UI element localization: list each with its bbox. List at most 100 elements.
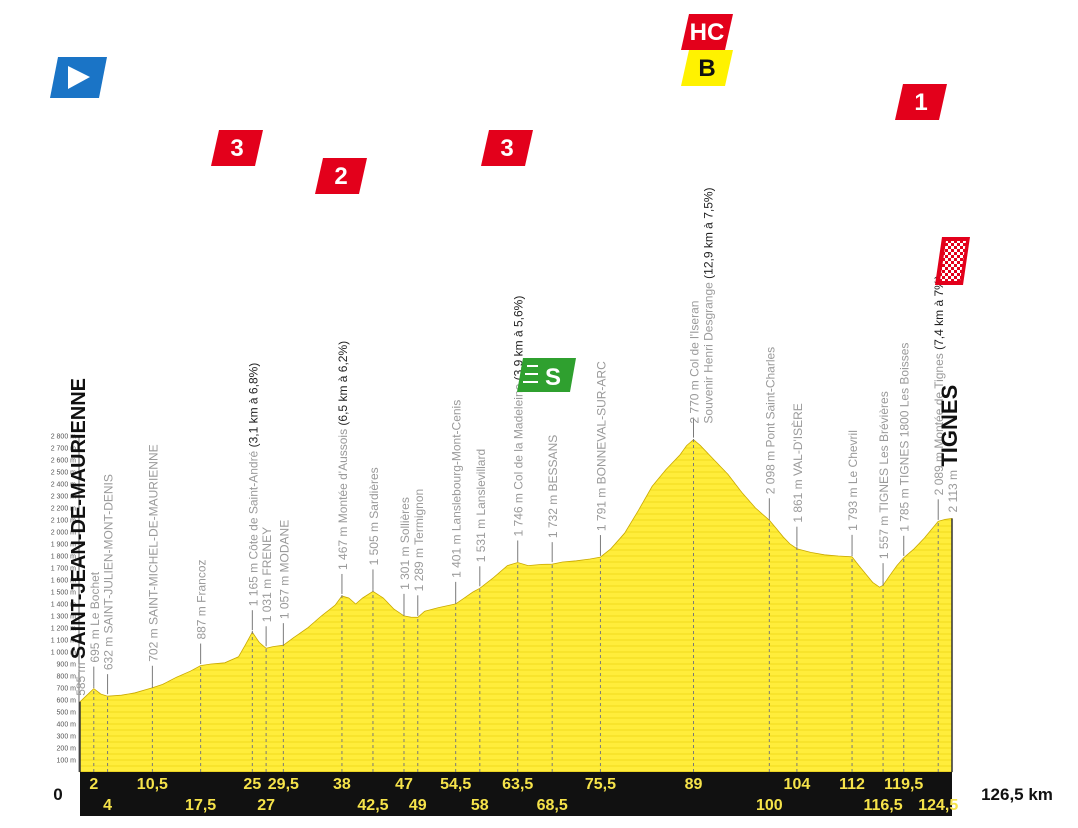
waypoint-label: Souvenir Henri Desgrange (12,9 km à 7,5%… — [702, 187, 716, 423]
waypoint-altitude: 1 401 m — [450, 535, 464, 578]
y-tick-label: 1 900 m — [51, 542, 76, 549]
km-label-bottom: 49 — [409, 797, 427, 814]
waypoint-label-group: 632 m SAINT-JULIEN-MONT-DENIS — [102, 474, 116, 670]
sprint-badge-label: S — [545, 364, 561, 391]
badge-shape — [315, 158, 367, 194]
waypoint-label: 1 732 m BESSANS — [546, 435, 560, 538]
waypoint-name: Sollières — [398, 497, 412, 543]
waypoint-altitude: 1 505 m — [367, 522, 381, 565]
waypoint-name: Lanslevillard — [474, 449, 488, 516]
waypoint-altitude: 887 m — [195, 606, 209, 639]
waypoint-label-group: 1 467 m Montée d'Aussois (6,5 km à 6,2%) — [336, 341, 350, 570]
profile-outline — [79, 439, 953, 773]
waypoint-name: TIGNES 1800 Les Boisses — [898, 343, 912, 486]
waypoint-label-group: 2 089 m Montée de Tignes (7,4 km à 7%) — [932, 275, 946, 495]
km-label-top: 89 — [685, 776, 703, 793]
waypoint-label-group: 1 732 m BESSANS — [546, 435, 560, 538]
waypoint-altitude: 1 467 m — [336, 527, 350, 570]
waypoint-climb-detail: (3,9 km à 5,6%) — [512, 296, 526, 381]
waypoint-label: 1 165 m Côte de Saint-André (3,1 km à 6,… — [246, 363, 260, 606]
km-label-bottom: 58 — [471, 797, 489, 814]
waypoint-name: TIGNES Les Brévières — [877, 391, 891, 512]
finish-flag-icon — [935, 237, 970, 285]
waypoint-altitude: 1 732 m — [546, 495, 560, 538]
waypoint-label: 702 m SAINT-MICHEL-DE-MAURIENNE — [146, 444, 160, 661]
badge-label: B — [698, 55, 715, 82]
waypoint-label-group: 2 770 m Col de l'Iseran — [688, 301, 702, 424]
y-tick-label: 2 800 m — [51, 434, 76, 441]
waypoint-altitude: 1 165 m — [246, 563, 260, 606]
waypoint-name: Le Bochet — [88, 571, 102, 626]
waypoint-label: 585 m SAINT-JEAN-DE-MAURIENNE — [68, 378, 90, 696]
km-label-top: 63,5 — [502, 776, 533, 793]
waypoint-label: 1 289 m Termignon — [412, 489, 426, 592]
y-tick-label: 600 m — [57, 698, 77, 705]
climb-badge-category: 3 — [481, 130, 533, 166]
waypoint-climb-detail: (6,5 km à 6,2%) — [336, 341, 350, 426]
waypoint-label-group: 702 m SAINT-MICHEL-DE-MAURIENNE — [146, 444, 160, 661]
km-label-top: 10,5 — [137, 776, 168, 793]
start-flag-icon — [50, 57, 107, 98]
waypoint-altitude: 1 557 m — [877, 516, 891, 559]
y-tick-label: 1 700 m — [51, 566, 76, 573]
finish-flag-checker — [940, 241, 966, 281]
climb-badge-category: 3 — [211, 130, 263, 166]
waypoint-altitude: 632 m — [102, 637, 116, 670]
waypoint-altitude: 1 861 m — [791, 479, 805, 522]
waypoint-label-group: 1 165 m Côte de Saint-André (3,1 km à 6,… — [246, 363, 260, 606]
y-tick-label: 2 200 m — [51, 506, 76, 513]
end-km-label: 126,5 km — [981, 785, 1053, 804]
waypoint-label: 695 m Le Bochet — [88, 571, 102, 662]
waypoint-name: SAINT-JEAN-DE-MAURIENNE — [68, 378, 90, 659]
y-tick-label: 500 m — [57, 710, 77, 717]
km-label-top: 119,5 — [884, 776, 923, 793]
waypoint-label-group: 1 785 m TIGNES 1800 Les Boisses — [898, 343, 912, 532]
waypoint-label: 1 401 m Lanslebourg-Mont-Cenis — [450, 400, 464, 578]
km-bar-background — [80, 772, 952, 816]
waypoint-altitude: 1 057 m — [277, 576, 291, 619]
waypoint-label: 2 113 m TIGNES — [937, 385, 962, 513]
waypoint-label: 1 557 m TIGNES Les Brévières — [877, 391, 891, 559]
waypoint-name: Le Chevril — [846, 430, 860, 484]
waypoint-name: BONNEVAL-SUR-ARC — [594, 361, 608, 484]
km-bar: 2 10,5 25 29,5 38 47 54,5 63,5 75,5 89 104 112 119,5… — [53, 772, 1053, 816]
waypoint-label-group: 1 557 m TIGNES Les Brévières — [877, 391, 891, 559]
waypoint-altitude: 1 793 m — [846, 487, 860, 530]
km-label-top: 104 — [784, 776, 811, 793]
badge-label: 3 — [500, 135, 513, 162]
y-tick-label: 400 m — [57, 722, 77, 729]
waypoint-name: Montée d'Aussois — [336, 429, 350, 523]
waypoint-label-group: 1 301 m Sollières — [398, 497, 412, 590]
climb-badges: 3 2 3 HC B 1 S — [50, 14, 970, 392]
km-label-top: 112 — [839, 776, 865, 793]
y-tick-label: 900 m — [57, 662, 77, 669]
climb-badge-bonus: B — [681, 50, 733, 86]
waypoint-name: Col de l'Iseran — [688, 301, 702, 377]
badge-shape — [681, 14, 733, 50]
y-tick-label: 800 m — [57, 674, 77, 681]
waypoint-name: Pont Saint-Charles — [763, 347, 777, 448]
badge-label: 1 — [914, 89, 927, 116]
y-tick-label: 1 400 m — [51, 602, 76, 609]
waypoint-name: SAINT-MICHEL-DE-MAURIENNE — [146, 444, 160, 625]
y-tick-label: 1 000 m — [51, 650, 76, 657]
waypoint-altitude: 1 301 m — [398, 547, 412, 590]
waypoint-name: FRENEY — [260, 527, 274, 576]
waypoint-name: TIGNES — [937, 385, 962, 467]
waypoint-label-group: 1 505 m Sardières — [367, 467, 381, 565]
waypoint-altitude: 702 m — [146, 628, 160, 661]
y-tick-label: 2 300 m — [51, 494, 76, 501]
waypoint-altitude: 2 098 m — [763, 451, 777, 494]
waypoint-climb-detail: (7,4 km à 7%) — [932, 275, 946, 350]
waypoint-name: Termignon — [412, 489, 426, 545]
waypoint-label-group: 585 m SAINT-JEAN-DE-MAURIENNE — [68, 378, 90, 696]
climb-badge-category: 1 — [895, 84, 947, 120]
waypoint-name: Col de la Madeleine — [512, 383, 526, 489]
waypoint-altitude: 2 113 m — [946, 470, 960, 512]
km-label-top: 29,5 — [268, 776, 299, 793]
waypoint-label: 1 531 m Lanslevillard — [474, 449, 488, 562]
waypoint-label: 1 031 m FRENEY — [260, 527, 274, 622]
badge-shape — [681, 50, 733, 86]
waypoint-label-group: 1 401 m Lanslebourg-Mont-Cenis — [450, 400, 464, 578]
